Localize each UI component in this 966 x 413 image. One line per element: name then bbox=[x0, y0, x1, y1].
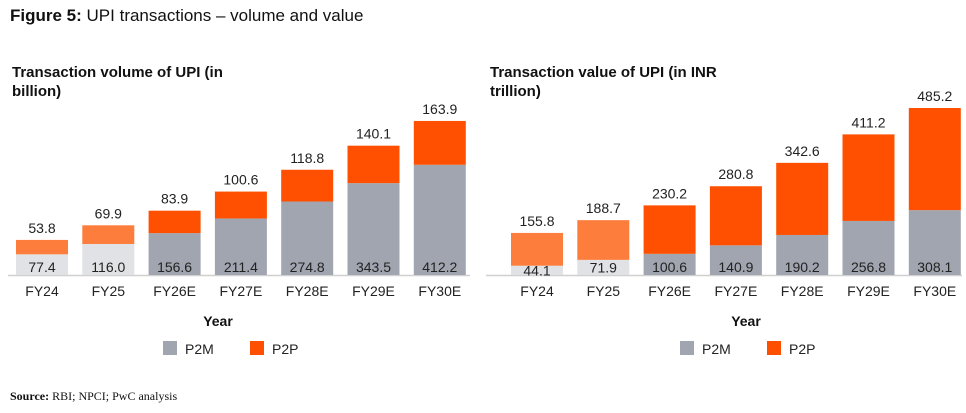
data-label-p2p: 163.9 bbox=[422, 101, 457, 117]
bar-p2p bbox=[842, 134, 895, 221]
data-label-p2p: 188.7 bbox=[586, 200, 621, 216]
x-tick-label: FY24 bbox=[520, 283, 554, 299]
bar-p2m bbox=[842, 220, 895, 275]
bar-p2p bbox=[281, 169, 334, 202]
x-tick-label: FY28E bbox=[781, 283, 824, 299]
bar-p2m bbox=[709, 245, 762, 275]
x-tick-label: FY30E bbox=[913, 283, 956, 299]
data-label-p2p: 100.6 bbox=[223, 172, 258, 188]
legend-swatch-p2m bbox=[680, 341, 694, 355]
bar-p2p bbox=[776, 162, 829, 235]
data-label-p2m: 71.9 bbox=[590, 259, 617, 275]
bar-p2m bbox=[347, 183, 400, 275]
legend-label-p2p: P2P bbox=[789, 341, 815, 357]
data-label-p2m: 156.6 bbox=[157, 259, 192, 275]
bar-p2m bbox=[776, 234, 829, 275]
legend-swatch-p2m bbox=[163, 341, 177, 355]
data-label-p2m: 343.5 bbox=[356, 259, 391, 275]
data-label-p2p: 118.8 bbox=[290, 150, 324, 166]
data-label-p2m: 274.8 bbox=[290, 259, 325, 275]
data-label-p2p: 155.8 bbox=[519, 213, 554, 229]
bar-p2m bbox=[908, 210, 961, 275]
legend-label-p2m: P2M bbox=[702, 341, 731, 357]
x-tick-label: FY29E bbox=[352, 283, 395, 299]
bar-p2p bbox=[908, 108, 961, 211]
data-label-p2m: 116.0 bbox=[91, 259, 125, 275]
data-label-p2m: 140.9 bbox=[718, 259, 753, 275]
data-label-p2m: 77.4 bbox=[28, 259, 55, 275]
data-label-p2p: 485.2 bbox=[917, 88, 952, 104]
data-label-p2p: 53.8 bbox=[28, 220, 55, 236]
source-note: Source: RBI; NPCI; PwC analysis bbox=[10, 389, 177, 404]
legend-swatch-p2p bbox=[767, 341, 781, 355]
data-label-p2p: 411.2 bbox=[852, 114, 886, 130]
x-tick-label: FY27E bbox=[219, 283, 262, 299]
chart-title-value: Transaction value of UPI (in INR trillio… bbox=[490, 64, 717, 100]
bar-p2p bbox=[16, 239, 68, 255]
figure-title-text: UPI transactions – volume and value bbox=[86, 6, 364, 25]
legend-swatch-p2p bbox=[250, 341, 264, 355]
figure-label: Figure 5: bbox=[10, 6, 82, 25]
bar-p2p bbox=[148, 210, 201, 234]
legend-label-p2m: P2M bbox=[185, 341, 214, 357]
data-label-p2m: 100.6 bbox=[652, 259, 687, 275]
data-label-p2p: 342.6 bbox=[785, 143, 820, 159]
data-label-p2p: 83.9 bbox=[161, 191, 188, 207]
x-tick-label: FY30E bbox=[418, 283, 461, 299]
source-label: Source: bbox=[10, 389, 50, 403]
bar-p2p bbox=[347, 145, 400, 184]
legend-label-p2p: P2P bbox=[272, 341, 298, 357]
data-label-p2m: 44.1 bbox=[523, 262, 550, 278]
data-label-p2p: 230.2 bbox=[652, 185, 687, 201]
data-label-p2m: 256.8 bbox=[851, 259, 886, 275]
bar-p2p bbox=[214, 191, 267, 219]
data-label-p2m: 412.2 bbox=[422, 259, 457, 275]
figure-title: Figure 5: UPI transactions – volume and … bbox=[10, 6, 363, 26]
bar-p2m bbox=[643, 253, 696, 275]
bar-p2m bbox=[511, 265, 563, 275]
bar-p2p bbox=[511, 232, 563, 266]
source-text: RBI; NPCI; PwC analysis bbox=[52, 389, 178, 403]
bar-p2p bbox=[643, 205, 696, 254]
bar-p2m bbox=[281, 201, 334, 275]
bar-p2m bbox=[577, 259, 630, 275]
x-tick-label: FY27E bbox=[714, 283, 757, 299]
bar-p2m bbox=[16, 254, 68, 275]
x-axis-title: Year bbox=[203, 313, 233, 329]
x-tick-label: FY24 bbox=[25, 283, 59, 299]
chart-title-volume: Transaction volume of UPI (in billion) bbox=[12, 64, 223, 100]
x-tick-label: FY26E bbox=[153, 283, 196, 299]
x-tick-label: FY26E bbox=[648, 283, 691, 299]
data-label-p2m: 211.4 bbox=[224, 259, 258, 275]
x-tick-label: FY25 bbox=[92, 283, 126, 299]
data-label-p2m: 308.1 bbox=[917, 259, 952, 275]
data-label-p2p: 280.8 bbox=[718, 166, 753, 182]
x-tick-label: FY28E bbox=[286, 283, 329, 299]
bar-p2p bbox=[577, 220, 630, 260]
x-tick-label: FY29E bbox=[847, 283, 890, 299]
bar-p2m bbox=[148, 233, 201, 275]
bar-p2p bbox=[82, 225, 135, 244]
bar-p2m bbox=[413, 164, 466, 275]
bar-p2m bbox=[214, 218, 267, 275]
data-label-p2m: 190.2 bbox=[785, 259, 820, 275]
bar-p2p bbox=[709, 186, 762, 246]
bar-p2p bbox=[413, 120, 466, 165]
data-label-p2p: 69.9 bbox=[95, 205, 122, 221]
data-label-p2p: 140.1 bbox=[356, 126, 391, 142]
x-tick-label: FY25 bbox=[587, 283, 621, 299]
x-axis-title: Year bbox=[731, 313, 761, 329]
bar-p2m bbox=[82, 243, 135, 275]
